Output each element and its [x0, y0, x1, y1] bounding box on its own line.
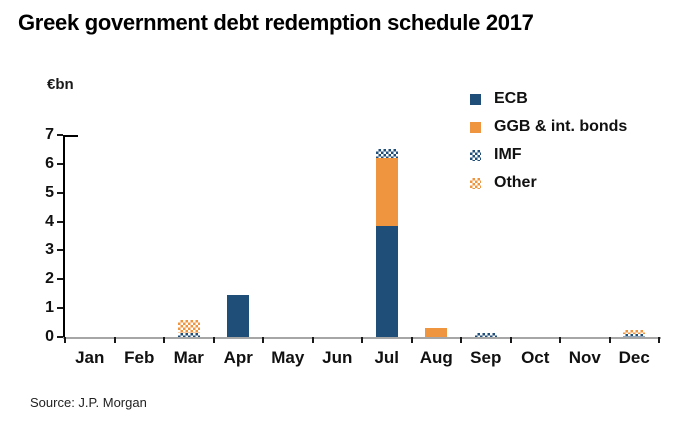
x-tick-mark	[509, 337, 512, 343]
x-tick-mark	[608, 337, 611, 343]
x-tick-label: Jun	[322, 348, 353, 367]
y-tick-mark	[57, 191, 63, 194]
legend-item: GGB & int. bonds	[470, 118, 627, 136]
legend-label: IMF	[494, 146, 522, 163]
bar-segment-jul-imf	[375, 149, 398, 159]
y-tick-label: 0	[45, 328, 54, 345]
x-tick-mark	[163, 337, 165, 343]
y-tick-mark	[57, 307, 63, 310]
x-tick-label: May	[271, 348, 305, 367]
legend-item: ECB	[470, 90, 627, 108]
bar-segment-aug-ggb-int-bonds	[425, 328, 448, 337]
x-tick-mark	[212, 337, 215, 343]
x-tick-mark	[410, 337, 413, 343]
y-tick-label: 1	[45, 299, 54, 317]
bar-segment-jul-ecb	[375, 225, 398, 337]
bar-segment-dec-other	[623, 329, 646, 335]
bar-segment-dec-imf	[623, 334, 646, 337]
x-tick-mark	[559, 337, 561, 343]
x-tick-mark	[262, 337, 264, 343]
x-tick-label: Aug	[419, 348, 453, 367]
y-tick-label: 6	[45, 154, 54, 172]
legend-label: GGB & int. bonds	[494, 118, 628, 135]
y-tick-label: 7	[45, 126, 54, 143]
legend-item: IMF	[470, 146, 627, 164]
y-tick-mark	[57, 162, 63, 165]
y-tick-mark	[57, 336, 63, 338]
x-tick-label: Jul	[374, 348, 400, 367]
x-tick-mark	[311, 337, 314, 343]
bar-segment-apr-ecb	[227, 295, 250, 337]
y-tick-label: 3	[45, 241, 54, 259]
y-tick-label: 4	[45, 212, 54, 230]
y-tick-label: 5	[45, 183, 54, 201]
y-tick-mark	[57, 249, 63, 252]
x-tick-label: Nov	[568, 348, 601, 367]
legend-label: Other	[494, 174, 537, 191]
bar-segment-mar-imf	[177, 332, 200, 337]
legend-item: Other	[470, 174, 627, 192]
y-axis-line	[63, 135, 65, 339]
legend-marker-icon	[470, 93, 481, 105]
x-tick-mark	[460, 337, 462, 343]
legend-marker-icon	[470, 149, 481, 161]
y-tick-mark	[57, 278, 63, 281]
x-tick-mark	[658, 337, 660, 343]
x-tick-label: Oct	[521, 348, 550, 367]
bar-segment-mar-other	[177, 319, 200, 333]
x-tick-label: Feb	[124, 348, 155, 367]
x-tick-mark	[64, 337, 66, 343]
y-axis-cap	[63, 135, 78, 137]
legend-label: ECB	[494, 90, 528, 107]
x-tick-label: Jan	[75, 348, 105, 367]
x-tick-mark	[361, 337, 363, 343]
bar-segment-jul-ggb-int-bonds	[375, 158, 398, 226]
y-tick-mark	[57, 134, 63, 136]
x-tick-mark	[113, 337, 116, 343]
bar-segment-sep-imf	[474, 332, 497, 337]
x-tick-label: Sep	[470, 348, 502, 367]
x-tick-label: Mar	[173, 348, 204, 367]
legend-marker-icon	[470, 121, 481, 133]
y-tick-mark	[57, 220, 63, 223]
source-note: Source: J.P. Morgan	[30, 395, 147, 410]
x-tick-label: Dec	[618, 348, 650, 367]
chart-title: Greek government debt redemption schedul…	[18, 10, 534, 35]
y-axis-unit-label: €bn	[47, 76, 74, 93]
chart-legend: ECB GGB & int. bonds IMF Other	[470, 90, 627, 202]
legend-marker-icon	[470, 177, 481, 189]
y-tick-label: 2	[45, 270, 54, 288]
x-tick-label: Apr	[223, 348, 253, 367]
